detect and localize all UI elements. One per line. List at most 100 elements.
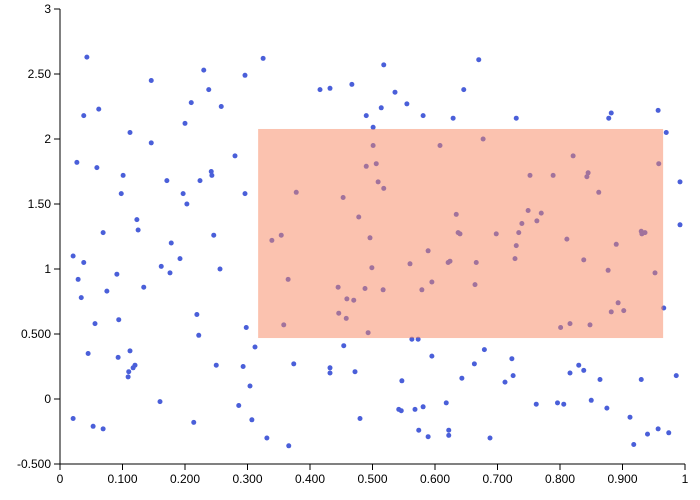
point	[606, 115, 612, 121]
point	[420, 404, 426, 410]
x-tick-label: 0.900	[607, 472, 637, 486]
point	[206, 87, 212, 93]
point	[392, 89, 398, 95]
point	[260, 55, 266, 61]
point	[167, 270, 173, 276]
point	[476, 57, 482, 63]
point	[576, 362, 582, 368]
point	[132, 362, 138, 368]
point	[90, 423, 96, 429]
point	[291, 361, 297, 367]
y-tick-label: 1.50	[28, 197, 52, 211]
y-tick-label: 2.50	[28, 67, 52, 81]
point	[100, 426, 106, 432]
point	[378, 105, 384, 111]
point	[317, 87, 323, 93]
point	[655, 426, 661, 432]
point	[100, 230, 106, 236]
point	[533, 401, 539, 407]
point	[168, 240, 174, 246]
point	[567, 370, 573, 376]
point	[363, 113, 369, 119]
point	[631, 442, 637, 447]
point	[242, 191, 248, 197]
point	[327, 365, 333, 371]
point	[425, 434, 431, 440]
x-tick-label: 0.300	[232, 472, 262, 486]
point	[74, 159, 80, 165]
point	[188, 100, 194, 106]
point	[70, 253, 76, 259]
point	[127, 348, 133, 354]
point	[196, 332, 202, 338]
point	[114, 271, 120, 277]
point	[581, 367, 587, 373]
brush-selection[interactable]	[258, 128, 664, 339]
point	[509, 356, 515, 362]
point	[197, 178, 203, 184]
point	[487, 435, 493, 441]
point	[429, 353, 435, 359]
point	[459, 375, 465, 381]
point	[232, 153, 238, 159]
point	[399, 378, 405, 384]
x-tick-label: 0.700	[482, 472, 512, 486]
point	[655, 107, 661, 113]
point	[84, 54, 90, 60]
point	[461, 87, 467, 93]
point	[217, 266, 223, 272]
x-tick-label: 0	[57, 472, 64, 486]
point	[218, 104, 224, 109]
point	[194, 312, 200, 317]
y-tick-label: -0.500	[17, 457, 51, 471]
point	[555, 400, 560, 406]
point	[370, 124, 376, 130]
point	[286, 443, 292, 449]
point	[349, 81, 355, 87]
point	[81, 260, 87, 265]
point	[663, 130, 669, 135]
point	[240, 364, 246, 369]
point	[104, 288, 110, 294]
point	[588, 397, 594, 403]
point	[148, 78, 154, 83]
point	[127, 130, 133, 135]
point	[247, 383, 253, 389]
point	[134, 217, 140, 223]
point	[157, 399, 163, 405]
x-tick-label: 0.800	[545, 472, 575, 486]
y-tick-label: 1	[44, 262, 51, 276]
y-tick-label: 0.500	[21, 327, 51, 341]
point	[513, 115, 519, 121]
point	[416, 427, 422, 433]
point	[264, 435, 270, 441]
point	[398, 408, 404, 414]
point	[443, 400, 449, 406]
point	[252, 344, 258, 350]
point	[201, 67, 207, 73]
x-tick-label: 0.600	[420, 472, 450, 486]
point	[141, 284, 147, 290]
point	[164, 178, 170, 184]
x-tick-label: 0.200	[170, 472, 200, 486]
point	[236, 403, 242, 408]
point	[120, 172, 126, 178]
point	[184, 201, 190, 207]
point	[191, 419, 197, 425]
point	[673, 373, 679, 379]
point	[327, 370, 333, 376]
point	[242, 72, 248, 78]
point	[502, 379, 508, 385]
point	[115, 354, 121, 360]
point	[471, 361, 477, 367]
point	[211, 232, 217, 238]
x-tick-label: 0.500	[357, 472, 387, 486]
point	[627, 414, 633, 420]
point	[208, 169, 214, 174]
point	[645, 431, 650, 437]
point	[604, 405, 610, 411]
y-tick-label: 0	[44, 392, 51, 406]
point	[510, 373, 516, 379]
point	[561, 401, 567, 407]
